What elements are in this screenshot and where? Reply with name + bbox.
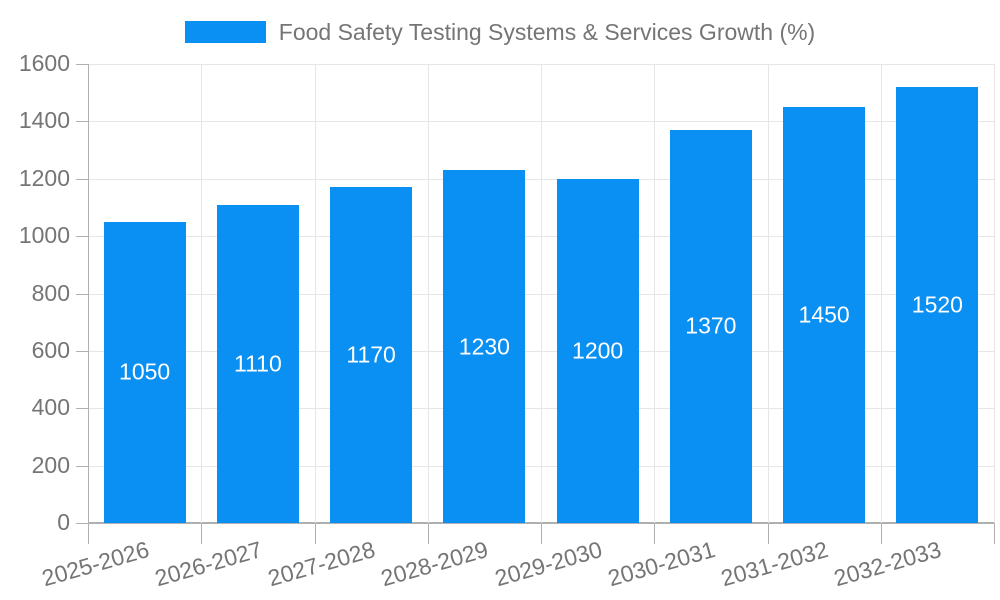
x-axis-tick (767, 523, 769, 544)
y-axis-tick (76, 236, 88, 238)
y-axis-label: 200 (31, 451, 70, 478)
legend-item[interactable]: Food Safety Testing Systems & Services G… (184, 19, 816, 45)
x-axis-tick (201, 523, 203, 544)
legend-label: Food Safety Testing Systems & Services G… (278, 19, 816, 45)
y-axis-tick (76, 64, 88, 65)
v-gridline (880, 64, 882, 523)
y-axis-tick (76, 523, 88, 524)
x-axis-tick (880, 523, 882, 544)
x-axis-tick (314, 523, 316, 544)
x-axis-label: 2027-2028 (265, 536, 379, 592)
y-axis-tick (76, 293, 88, 295)
bar-2032-2033 (896, 86, 978, 523)
v-gridline (541, 64, 542, 523)
y-axis-tick (76, 350, 88, 352)
x-axis-tick (88, 523, 89, 544)
v-gridline (201, 64, 203, 523)
v-gridline (654, 64, 656, 523)
bar-2028-2029 (443, 170, 525, 523)
bar-2025-2026 (104, 221, 186, 523)
x-axis-tick (994, 523, 995, 544)
chart-legend: Food Safety Testing Systems & Services G… (0, 18, 1000, 46)
y-axis-label: 400 (31, 394, 70, 421)
y-axis-tick (76, 465, 88, 467)
bar-value-label: 1230 (458, 333, 510, 360)
y-axis-label: 1400 (18, 107, 70, 134)
bar-value-label: 1200 (572, 337, 624, 364)
bar-2027-2028 (330, 187, 412, 523)
bar-2026-2027 (217, 204, 299, 523)
x-axis-label: 2032-2033 (831, 536, 945, 592)
y-axis-tick (76, 178, 88, 180)
v-gridline (427, 64, 429, 523)
x-axis-label: 2025-2026 (38, 536, 152, 592)
y-axis-label: 600 (31, 336, 70, 363)
bar-value-label: 1450 (798, 301, 850, 328)
x-axis-label: 2026-2027 (151, 536, 265, 592)
y-axis-label: 1600 (18, 50, 70, 76)
x-axis-label: 2029-2030 (491, 536, 605, 592)
v-gridline (994, 64, 995, 523)
y-axis-line (88, 64, 89, 523)
y-axis-tick (76, 121, 88, 123)
y-axis-label: 1000 (18, 222, 70, 249)
x-axis-label: 2028-2029 (378, 536, 492, 592)
y-axis-tick (76, 408, 88, 410)
bar-value-label: 1170 (346, 341, 396, 368)
bar-value-label: 1050 (119, 358, 171, 385)
x-axis-tick (427, 523, 429, 544)
legend-swatch (184, 21, 266, 43)
bar-2031-2032 (783, 107, 865, 523)
bar-2029-2030 (557, 178, 639, 523)
y-axis-label: 800 (31, 279, 70, 306)
v-gridline (314, 64, 316, 523)
bar-value-label: 1520 (911, 291, 963, 318)
x-axis-tick (541, 523, 542, 544)
bar-value-label: 1110 (233, 350, 282, 377)
x-axis-label: 2031-2032 (718, 536, 832, 592)
v-gridline (767, 64, 769, 523)
x-axis-label: 2030-2031 (604, 536, 718, 592)
bar-value-label: 1370 (685, 312, 737, 339)
y-axis-label: 0 (57, 509, 70, 535)
bar-2030-2031 (670, 129, 752, 523)
x-axis-tick (654, 523, 656, 544)
y-axis-label: 1200 (18, 164, 70, 191)
